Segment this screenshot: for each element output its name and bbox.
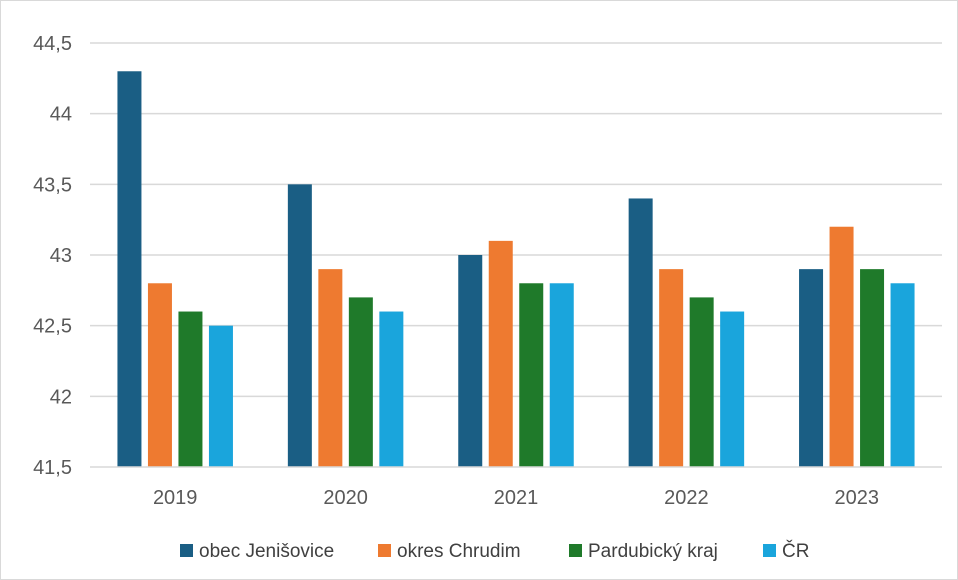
x-axis-ticks: 2019 2020 2021 2022 2023 (153, 487, 879, 509)
y-tick-label: 44 (50, 104, 72, 126)
bar-2019-2 (178, 311, 203, 467)
bar-2021-2 (519, 283, 544, 467)
bar-2023-3 (890, 283, 915, 467)
bar-2020-1 (318, 269, 343, 467)
legend-swatch (569, 544, 582, 557)
legend-swatch (378, 544, 391, 557)
legend-label: okres Chrudim (397, 541, 521, 562)
x-tick-label: 2021 (494, 487, 539, 509)
y-tick-label: 43,5 (33, 174, 72, 196)
legend-swatch (180, 544, 193, 557)
y-tick-label: 43 (50, 245, 72, 267)
bar-2019-0 (117, 71, 142, 468)
x-tick-label: 2020 (323, 487, 368, 509)
bar-2019-3 (208, 325, 233, 467)
bar-2022-2 (689, 297, 714, 467)
legend-label: Pardubický kraj (588, 541, 718, 562)
x-tick-label: 2022 (664, 487, 709, 509)
bar-2022-1 (659, 269, 684, 467)
bar-2021-0 (458, 255, 483, 467)
legend-swatch (763, 544, 776, 557)
bar-2023-2 (860, 269, 885, 467)
bar-2020-2 (348, 297, 373, 467)
y-tick-label: 42,5 (33, 316, 72, 338)
y-axis-ticks: 41,5 42 42,5 43 43,5 44 44,5 (33, 33, 72, 479)
bar-2023-0 (799, 269, 824, 467)
legend-label: obec Jenišovice (199, 541, 334, 562)
legend-label: ČR (782, 540, 809, 562)
bar-2021-3 (549, 283, 574, 467)
legend: obec Jenišovice okres Chrudim Pardubický k… (180, 540, 809, 562)
y-tick-label: 42 (50, 386, 72, 408)
x-tick-label: 2023 (835, 487, 880, 509)
bar-2020-3 (379, 311, 404, 467)
bars (117, 71, 915, 468)
bar-2023-1 (829, 226, 854, 467)
bar-2020-0 (287, 184, 312, 468)
bar-2022-0 (628, 198, 653, 467)
bar-2021-1 (488, 240, 513, 467)
bar-2022-3 (720, 311, 745, 467)
bar-2019-1 (147, 283, 172, 467)
x-tick-label: 2019 (153, 487, 198, 509)
y-tick-label: 44,5 (33, 33, 72, 55)
y-tick-label: 41,5 (33, 457, 72, 479)
